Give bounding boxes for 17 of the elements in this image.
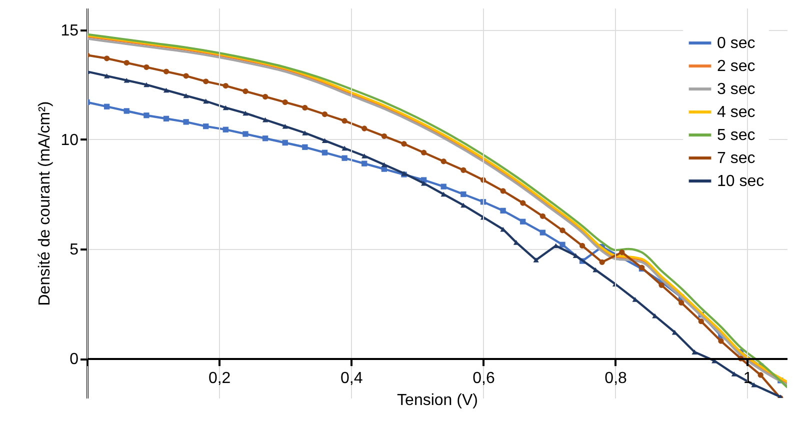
- y-tick-label: 10: [60, 132, 79, 149]
- y-tick-label: 15: [60, 22, 79, 40]
- legend-label: 0 sec: [717, 35, 756, 52]
- y-tick-label: 0: [70, 351, 79, 368]
- y-tick-label: 5: [70, 242, 79, 259]
- legend-label: 3 sec: [717, 81, 756, 98]
- legend-label: 5 sec: [717, 127, 756, 144]
- legend-label: 10 sec: [717, 173, 764, 190]
- y-axis-title: Densité de courant (mA/cm²): [36, 101, 54, 306]
- x-tick-label: 0,8: [604, 370, 628, 388]
- x-tick-label: 0,2: [208, 370, 231, 388]
- legend-label: 7 sec: [717, 150, 756, 167]
- x-tick-label: 0,6: [472, 370, 495, 388]
- x-axis-title: Tension (V): [397, 392, 478, 410]
- legend-label: 4 sec: [717, 104, 756, 121]
- legend-label: 2 sec: [717, 58, 756, 75]
- x-tick-label: 0,4: [340, 370, 363, 388]
